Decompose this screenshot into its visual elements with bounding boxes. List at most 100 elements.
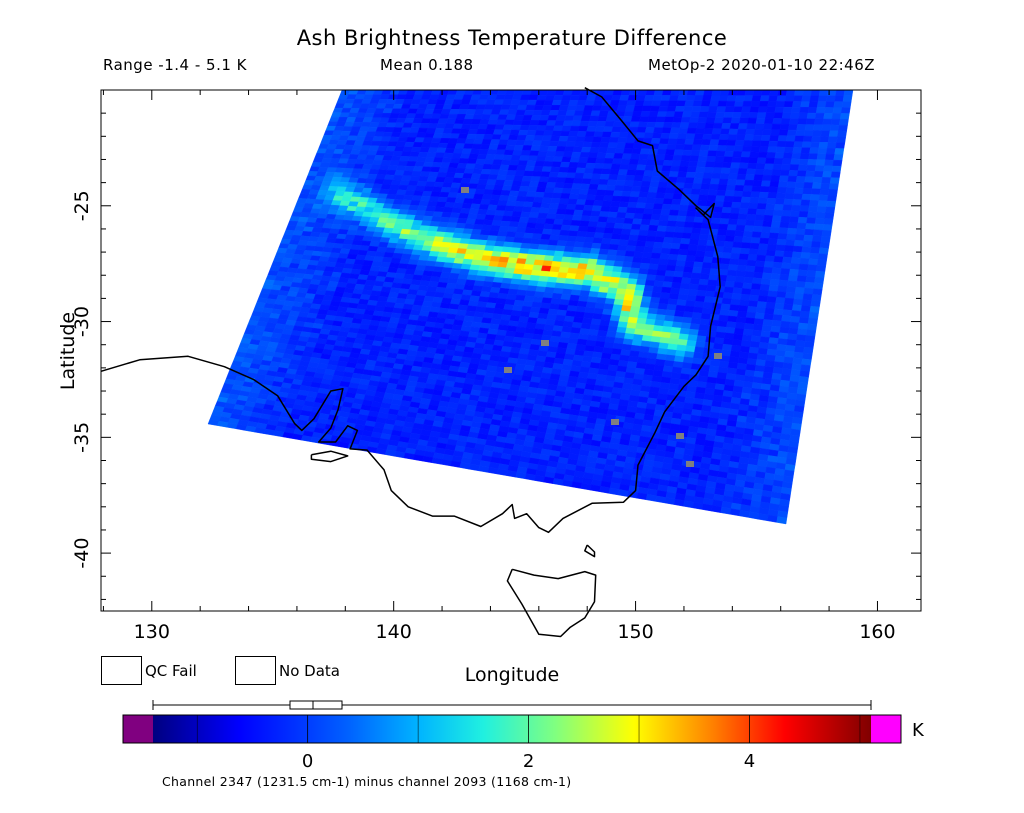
swath-pixel	[433, 157, 444, 163]
swath-pixel	[664, 270, 676, 278]
lon-tick-label: 140	[376, 621, 412, 643]
swath-pixel	[452, 202, 464, 209]
swath-pixel	[633, 251, 644, 258]
swath-pixel	[801, 141, 812, 149]
swath-pixel	[792, 101, 802, 108]
swath-pixel	[756, 254, 767, 262]
swath-pixel	[696, 244, 707, 252]
swath-pixel	[718, 314, 729, 322]
swath-pixel	[489, 139, 501, 145]
swath-pixel	[620, 196, 631, 203]
swath-pixel	[510, 185, 521, 192]
swath-pixel	[582, 242, 594, 249]
swath-pixel	[661, 165, 672, 172]
swath-pixel	[673, 149, 684, 156]
swath-pixel	[777, 181, 788, 188]
swath-pixel	[640, 218, 652, 226]
swath-pixel	[613, 260, 624, 268]
swath-pixel	[616, 105, 627, 112]
swath-pixel	[653, 280, 665, 288]
swath-pixel	[571, 120, 582, 127]
swath-pixel	[546, 120, 557, 126]
swath-pixel	[589, 215, 600, 223]
swath-pixel	[651, 100, 662, 107]
swath-pixel	[374, 226, 386, 233]
swath-pixel	[719, 309, 730, 317]
swath-pixel	[507, 257, 519, 264]
swath-pixel	[618, 239, 629, 246]
swath-pixel	[791, 199, 802, 206]
swath-pixel	[438, 167, 449, 173]
swath-pixel	[816, 259, 827, 267]
swath-pixel	[499, 164, 510, 171]
swath-pixel	[732, 196, 743, 203]
swath-pixel	[753, 318, 765, 326]
swath-pixel	[528, 94, 539, 101]
swath-pixel	[548, 171, 560, 178]
swath-pixel	[716, 106, 727, 113]
swath-pixel	[677, 133, 688, 140]
swath-pixel	[763, 169, 774, 176]
swath-pixel	[460, 178, 472, 184]
lat-tick-label: -40	[71, 538, 93, 569]
swath-pixel	[742, 230, 754, 238]
swath-pixel	[589, 147, 600, 154]
swath-pixel	[607, 249, 618, 256]
kangaroo-island-coastline	[310, 450, 349, 463]
swath-pixel	[733, 190, 744, 198]
swath-pixel	[647, 268, 658, 276]
swath-pixel	[756, 112, 767, 119]
swath-pixel	[596, 259, 607, 266]
swath-pixel	[597, 147, 609, 154]
swath-pixel	[781, 262, 792, 270]
swath-pixel	[740, 242, 752, 249]
swath-pixel	[708, 144, 719, 152]
swath-pixel	[771, 267, 782, 275]
swath-pixel	[516, 165, 527, 172]
swath-pixel	[746, 305, 758, 314]
swath-pixel	[431, 241, 443, 248]
swath-pixel	[694, 301, 705, 308]
swath-pixel	[743, 323, 755, 331]
swath-pixel	[746, 168, 757, 175]
swath-pixel	[663, 320, 674, 328]
swath-pixel	[577, 225, 589, 233]
swath-pixel	[722, 246, 733, 254]
swath-pixel	[538, 275, 549, 283]
swath-pixel	[813, 282, 824, 290]
swath-pixel	[632, 142, 643, 150]
swath-pixel	[526, 285, 538, 292]
swath-pixel	[568, 193, 580, 200]
swath-pixel	[738, 253, 750, 261]
swath-pixel	[719, 89, 730, 96]
swath-pixel	[698, 150, 709, 157]
swath-pixel	[583, 105, 594, 112]
swath-pixel	[684, 177, 695, 184]
swath-pixel	[486, 266, 498, 273]
swath-pixel	[704, 161, 716, 168]
swath-pixel	[655, 192, 666, 199]
swath-pixel	[661, 127, 672, 134]
swath-pixel	[600, 275, 612, 283]
swath-pixel	[370, 236, 382, 243]
swath-pixel	[558, 198, 570, 205]
swath-pixel	[819, 188, 830, 196]
swath-pixel	[614, 147, 625, 154]
swath-pixel	[738, 162, 749, 170]
swath-pixel	[732, 287, 743, 295]
swath-pixel	[379, 237, 391, 244]
swath-pixel	[558, 166, 569, 173]
swath-pixel	[637, 197, 648, 204]
swath-pixel	[719, 134, 729, 141]
swath-pixel	[793, 239, 804, 247]
swath-pixel	[568, 262, 580, 269]
swath-pixel	[360, 240, 372, 247]
swath-pixel	[738, 207, 749, 215]
swath-pixel	[753, 174, 764, 181]
swath-pixel	[505, 144, 516, 151]
swath-pixel	[585, 231, 596, 238]
swath-pixel	[544, 187, 555, 194]
swath-pixel	[743, 179, 755, 187]
swath-pixel	[821, 177, 832, 184]
swath-pixel	[638, 229, 649, 237]
